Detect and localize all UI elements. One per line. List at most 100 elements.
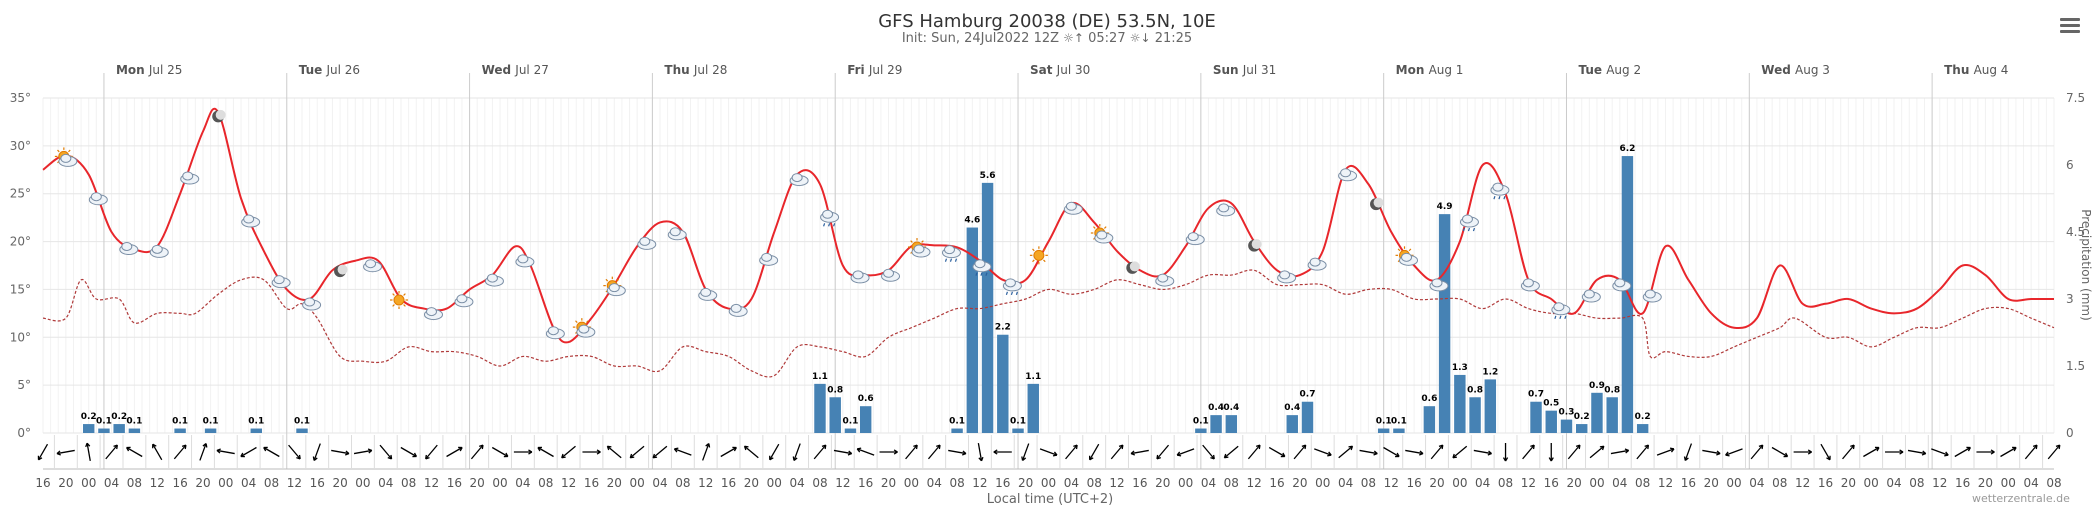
hour-tick-label: 04 [789,476,804,490]
wind-arrow [1202,444,1215,460]
hour-tick-label: 20 [1429,476,1444,490]
hour-tick-label: 16 [1406,476,1421,490]
cloud-icon [1520,278,1540,292]
hour-tick-label: 04 [1064,476,1079,490]
wind-arrow [1589,445,1605,459]
cloud-icon [271,275,291,289]
wind-arrow-head [705,443,710,447]
hour-tick-label: 16 [310,476,325,490]
y-left-tick-label: 10° [10,330,31,344]
wind-arrow [833,449,852,455]
wind-arrow-head [38,457,43,461]
hamburger-menu-icon[interactable] [2060,18,2080,36]
precip-bar [1591,392,1603,433]
hour-tick-label: 08 [264,476,279,490]
precip-label: 0.1 [248,417,264,427]
day-label: Sun Jul 31 [1213,63,1276,77]
cloud-icon [637,236,657,250]
day-label: Sat Jul 30 [1030,63,1090,77]
hour-tick-label: 00 [218,476,233,490]
hour-tick-label: 08 [1772,476,1787,490]
wind-arrow-head [913,444,918,448]
wind-arrow-head [1716,450,1721,455]
wind-arrow-head [1301,444,1306,448]
wind-arrow-head [1224,456,1229,459]
day-label: Wed Jul 27 [482,63,549,77]
day-of-week: Tue [1578,63,1606,77]
wind-arrow-head [528,449,533,453]
wind-arrow-head [1282,452,1286,457]
day-of-week: Wed [1761,63,1795,77]
y-left-tick-label: 35° [10,91,31,105]
hour-tick-label: 16 [995,476,1010,490]
precip-bar [128,428,141,433]
precip-bar [98,428,110,433]
wind-arrow-head [56,452,61,456]
wind-arrow-head [893,449,898,453]
precip-label: 0.4 [1223,403,1239,413]
precip-bar [1438,214,1451,433]
hour-tick-label: 08 [1635,476,1650,490]
wind-arrow [1176,448,1195,456]
precip-bar [997,334,1009,433]
cloud-icon [728,303,748,317]
day-of-week: Fri [847,63,869,77]
hour-tick-label: 00 [1041,476,1056,490]
cloud-icon [1307,257,1327,271]
wind-arrow [1338,445,1353,459]
hour-tick-label: 20 [470,476,485,490]
hour-tick-label: 12 [150,476,165,490]
precip-label: 0.1 [203,417,219,427]
wind-arrow [425,444,438,460]
hour-tick-label: 12 [561,476,576,490]
hour-tick-label: 12 [1658,476,1673,490]
rain-icon [1459,214,1479,232]
wind-arrow [263,446,280,458]
hour-tick-label: 04 [1475,476,1490,490]
precip-label: 0.1 [1010,417,1026,427]
hour-tick-label: 20 [881,476,896,490]
hour-tick-label: 16 [172,476,187,490]
precip-bar [814,383,826,433]
rain-icon [941,245,961,262]
wind-arrow [240,446,257,458]
wind-arrow-head [1118,444,1124,448]
wind-arrow-head [743,446,747,451]
y-left-tick-label: 0° [17,426,31,440]
wind-arrow-head [980,456,984,462]
chart-title: GFS Hamburg 20038 (DE) 53.5N, 10E [878,11,1216,32]
wind-arrow-head [181,444,187,448]
wind-arrow-head [606,446,610,451]
precip-bar [1560,419,1573,433]
hour-tick-label: 12 [1384,476,1399,490]
precip-label: 0.1 [126,417,142,427]
precip-bar [250,428,263,433]
hour-tick-label: 08 [401,476,416,490]
precip-bar [1393,428,1405,433]
cloud-icon [1338,168,1358,182]
cloud-icon [1429,278,1449,292]
y-left-tick-label: 15° [10,282,31,296]
precip-bar [1301,401,1314,433]
precip-bar [1636,424,1649,433]
wind-arrow [152,443,163,461]
precip-label: 0.8 [827,385,843,395]
wind-arrow [813,444,827,460]
hour-tick-label: 12 [1521,476,1536,490]
sun-icon [1029,246,1048,265]
precip-label: 1.1 [1025,372,1041,382]
wind-arrow-head [202,443,207,447]
day-label: Thu Aug 4 [1944,63,2008,77]
hour-tick-label: 20 [1292,476,1307,490]
wind-arrow-head [345,450,350,455]
sunrise-icon: ☼↑ [1063,31,1084,45]
hour-tick-label: 20 [58,476,73,490]
precip-label: 0.9 [1589,381,1605,391]
day-date: Jul 27 [514,63,549,77]
hour-tick-label: 04 [104,476,119,490]
y-right-tick-label: 1.5 [2066,359,2085,373]
hour-tick-label: 16 [447,476,462,490]
credit-link[interactable]: wetterzentrale.de [1972,492,2070,505]
y-right-tick-label: 0 [2066,426,2074,440]
wind-arrow [400,446,417,458]
